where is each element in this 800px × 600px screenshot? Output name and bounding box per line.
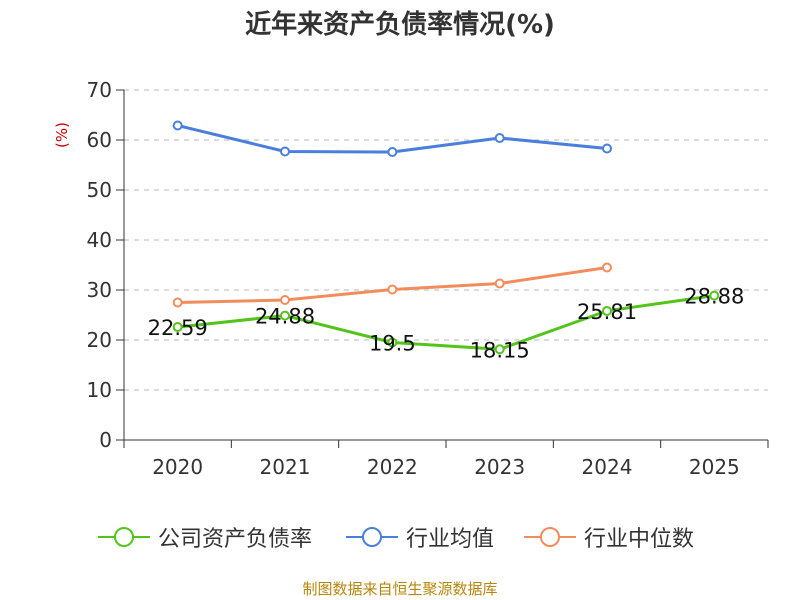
point-2-2023 bbox=[494, 278, 505, 289]
legend-item-company[interactable]: 公司资产负债率 bbox=[98, 520, 312, 554]
y-tick-label-20: 20 bbox=[87, 328, 112, 352]
point-2-2022 bbox=[387, 284, 398, 295]
point-0-2022 bbox=[387, 337, 398, 348]
x-tick-label-2020: 2020 bbox=[152, 455, 203, 479]
point-2-2024 bbox=[602, 262, 612, 273]
legend-marker-industry-median bbox=[524, 527, 576, 547]
point-0-2023 bbox=[494, 344, 505, 355]
point-0-2024 bbox=[602, 305, 612, 316]
data-label-2021: 24.88 bbox=[255, 305, 315, 329]
series-lines bbox=[172, 120, 720, 355]
data-label-2020: 22.59 bbox=[148, 316, 208, 340]
data-label-2025: 28.88 bbox=[684, 285, 744, 309]
y-tick-label-60: 60 bbox=[87, 128, 112, 152]
chart-title: 近年来资产负债率情况(%) bbox=[245, 10, 555, 40]
series-line-0 bbox=[177, 294, 715, 351]
legend-marker-industry-mean bbox=[346, 527, 398, 547]
x-tick-label-2024: 2024 bbox=[582, 455, 633, 479]
y-tick-label-0: 0 bbox=[99, 428, 112, 452]
x-tick-label-2022: 2022 bbox=[367, 455, 418, 479]
data-labels: 22.59 24.88 19.5 18.15 25.81 28.88 bbox=[148, 285, 745, 363]
point-2-2021 bbox=[280, 295, 290, 305]
y-tick-label-10: 10 bbox=[87, 378, 112, 402]
x-tick-label-2021: 2021 bbox=[260, 455, 311, 479]
legend: 公司资产负债率 行业均值 行业中位数 bbox=[0, 520, 800, 554]
legend-label-industry-mean: 行业均值 bbox=[406, 527, 495, 552]
x-tick-label-2023: 2023 bbox=[474, 455, 525, 479]
data-label-2022: 19.5 bbox=[369, 332, 416, 356]
point-1-2021 bbox=[280, 146, 290, 157]
y-tick-label-40: 40 bbox=[87, 228, 112, 252]
point-1-2020 bbox=[172, 120, 183, 131]
point-0-2020 bbox=[172, 322, 183, 333]
y-tick-label-50: 50 bbox=[87, 178, 112, 202]
legend-label-industry-median: 行业中位数 bbox=[584, 527, 695, 552]
legend-item-industry-median[interactable]: 行业中位数 bbox=[524, 520, 694, 554]
point-1-2023 bbox=[494, 133, 505, 143]
data-label-2024: 25.81 bbox=[577, 300, 637, 324]
legend-item-industry-mean[interactable]: 行业均值 bbox=[346, 520, 494, 554]
grid-lines bbox=[124, 89, 768, 391]
data-label-2023: 18.15 bbox=[470, 338, 530, 362]
legend-label-company: 公司资产负债率 bbox=[158, 527, 313, 552]
y-tick-label-30: 30 bbox=[87, 278, 112, 302]
y-tick-label-70: 70 bbox=[87, 78, 112, 102]
legend-marker-company bbox=[98, 527, 150, 547]
point-1-2024 bbox=[602, 143, 612, 154]
point-1-2022 bbox=[387, 147, 398, 157]
data-source: 制图数据来自恒生聚源数据库 bbox=[302, 580, 498, 598]
x-tick-label-2025: 2025 bbox=[689, 455, 740, 479]
point-2-2020 bbox=[172, 297, 183, 308]
axes: 0 10 20 30 40 50 60 70 2020 2021 2022 2023 2024 2025 bbox=[87, 78, 769, 479]
point-0-2021 bbox=[280, 310, 290, 321]
point-0-2025 bbox=[709, 290, 720, 301]
